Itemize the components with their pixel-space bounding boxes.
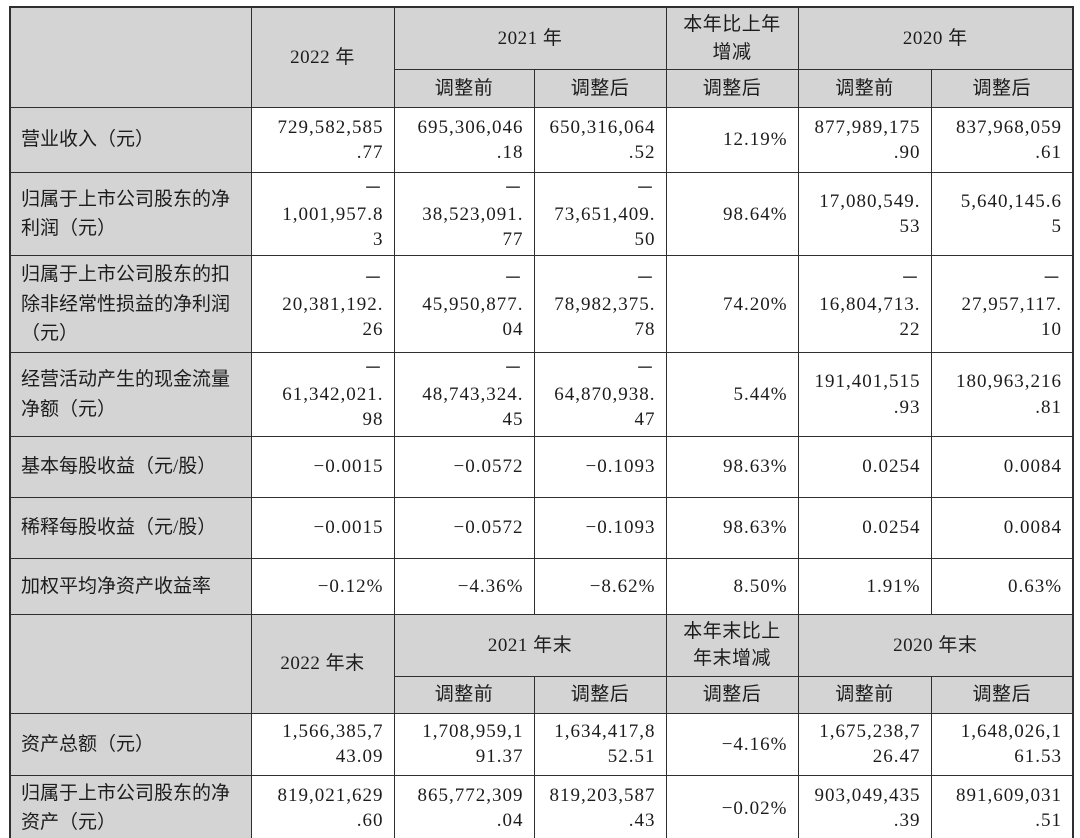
table-row-net-assets: 归属于上市公司股东的净 资产（元） 819,021,629 .60 865,77…	[9, 774, 1074, 838]
section2-header-row-2: 调整前 调整后 调整后 调整前 调整后	[10, 675, 1074, 714]
col-header-change: 本年比上年 增减	[665, 6, 799, 71]
cell-change: −4.16%	[665, 712, 799, 776]
cell-2021-pre: 865,772,309 .04	[393, 774, 535, 838]
financial-summary-table: 2022 年 2021 年 本年比上年 增减 2020 年 调整前 调整后 调整…	[9, 6, 1075, 838]
cell-2020-post: － 27,957,117. 10	[930, 255, 1074, 354]
table-row-revenue: 营业收入（元） 729,582,585 .77 695,306,046 .18 …	[9, 107, 1074, 174]
cell-2022: － 61,342,021. 98	[250, 352, 395, 437]
row-label: 归属于上市公司股东的净 资产（元）	[9, 774, 252, 838]
cell-change: 74.20%	[665, 255, 799, 354]
cell-2020-post: 0.0084	[930, 435, 1074, 498]
section1-header-row-2: 调整前 调整后 调整后 调整前 调整后	[10, 69, 1074, 109]
cell-2020-pre: 191,401,515 .93	[797, 352, 932, 437]
cell-change: 5.44%	[665, 352, 799, 437]
col-header-2021: 2021 年	[393, 6, 667, 71]
cell-2020-post: 891,609,031 .51	[930, 774, 1074, 838]
col-header-2022: 2022 年	[250, 6, 395, 109]
cell-2021-post: － 64,870,938. 47	[533, 352, 667, 437]
section2-header-row-1: 2022 年末 2021 年末 本年末比上 年末增减 2020 年末	[9, 613, 1074, 714]
cell-2021-post: 819,203,587 .43	[533, 774, 667, 838]
row-label: 经营活动产生的现金流量 净额（元）	[9, 352, 252, 437]
cell-2020-pre: 1,675,238,7 26.47	[797, 712, 932, 776]
subheader-2021-pre: 调整前	[393, 69, 535, 109]
cell-2020-pre: 0.0254	[797, 435, 932, 498]
row-label: 加权平均净资产收益率	[9, 557, 252, 615]
col-header-yearend-change: 本年末比上 年末增减	[665, 613, 799, 677]
cell-2020-post: 1,648,026,1 61.53	[930, 712, 1074, 776]
table-row-total-assets: 资产总额（元） 1,566,385,7 43.09 1,708,959,1 91…	[9, 712, 1074, 776]
row-label: 归属于上市公司股东的扣 除非经常性损益的净利润 （元）	[9, 255, 252, 354]
row-label: 营业收入（元）	[9, 107, 252, 174]
subheader-2021-pre: 调整前	[393, 675, 535, 714]
cell-2021-post: － 78,982,375. 78	[533, 255, 667, 354]
col-header-2022-end: 2022 年末	[250, 613, 395, 714]
cell-2020-pre: 17,080,549. 53	[797, 172, 932, 257]
cell-2021-pre: － 38,523,091. 77	[393, 172, 535, 257]
cell-2022: 729,582,585 .77	[250, 107, 395, 174]
cell-2022: 1,566,385,7 43.09	[250, 712, 395, 776]
cell-2020-pre: 903,049,435 .39	[797, 774, 932, 838]
col-header-2021-end: 2021 年末	[393, 613, 667, 677]
table-row-weighted-roe: 加权平均净资产收益率 −0.12% −4.36% −8.62% 8.50% 1.…	[9, 557, 1074, 615]
row-label: 资产总额（元）	[9, 712, 252, 776]
cell-2020-pre: 877,989,175 .90	[797, 107, 932, 174]
cell-2021-pre: −4.36%	[393, 557, 535, 615]
table-row-net-profit: 归属于上市公司股东的净 利润（元） － 1,001,957.8 3 － 38,5…	[9, 172, 1074, 257]
cell-2021-pre: － 45,950,877. 04	[393, 255, 535, 354]
cell-change: 98.64%	[665, 172, 799, 257]
cell-change: 12.19%	[665, 107, 799, 174]
cell-2020-post: 0.63%	[930, 557, 1074, 615]
cell-2021-pre: 1,708,959,1 91.37	[393, 712, 535, 776]
cell-2020-pre: 0.0254	[797, 496, 932, 559]
cell-2021-pre: −0.0572	[393, 435, 535, 498]
cell-2020-post: 180,963,216 .81	[930, 352, 1074, 437]
col-header-2020: 2020 年	[797, 6, 1074, 71]
cell-2021-post: － 73,651,409. 50	[533, 172, 667, 257]
cell-2022: 819,021,629 .60	[250, 774, 395, 838]
table-row-operating-cashflow: 经营活动产生的现金流量 净额（元） － 61,342,021. 98 － 48,…	[9, 352, 1074, 437]
cell-2021-pre: −0.0572	[393, 496, 535, 559]
corner-blank-cell	[9, 613, 252, 714]
subheader-change-post: 调整后	[665, 675, 799, 714]
cell-2021-post: −0.1093	[533, 496, 667, 559]
cell-2022: −0.12%	[250, 557, 395, 615]
subheader-2020-pre: 调整前	[797, 675, 932, 714]
row-label: 归属于上市公司股东的净 利润（元）	[9, 172, 252, 257]
table-row-basic-eps: 基本每股收益（元/股） −0.0015 −0.0572 −0.1093 98.6…	[9, 435, 1074, 498]
cell-2020-post: 0.0084	[930, 496, 1074, 559]
cell-change: 98.63%	[665, 435, 799, 498]
cell-2021-post: −0.1093	[533, 435, 667, 498]
cell-change: −0.02%	[665, 774, 799, 838]
subheader-2020-post: 调整后	[930, 675, 1074, 714]
subheader-2021-post: 调整后	[533, 675, 667, 714]
cell-2021-pre: 695,306,046 .18	[393, 107, 535, 174]
subheader-2020-post: 调整后	[930, 69, 1074, 109]
cell-2021-post: 650,316,064 .52	[533, 107, 667, 174]
section1-header-row-1: 2022 年 2021 年 本年比上年 增减 2020 年	[9, 6, 1074, 109]
cell-2021-post: −8.62%	[533, 557, 667, 615]
cell-2020-post: 5,640,145.6 5	[930, 172, 1074, 257]
table-row-diluted-eps: 稀释每股收益（元/股） −0.0015 −0.0572 −0.1093 98.6…	[9, 496, 1074, 559]
subheader-2020-pre: 调整前	[797, 69, 932, 109]
cell-2021-pre: － 48,743,324. 45	[393, 352, 535, 437]
cell-change: 98.63%	[665, 496, 799, 559]
row-label: 基本每股收益（元/股）	[9, 435, 252, 498]
row-label: 稀释每股收益（元/股）	[9, 496, 252, 559]
table-row-net-profit-deducted: 归属于上市公司股东的扣 除非经常性损益的净利润 （元） － 20,381,192…	[9, 255, 1074, 354]
subheader-2021-post: 调整后	[533, 69, 667, 109]
cell-2020-pre: 1.91%	[797, 557, 932, 615]
cell-2022: −0.0015	[250, 496, 395, 559]
cell-2022: － 1,001,957.8 3	[250, 172, 395, 257]
cell-2020-pre: － 16,804,713. 22	[797, 255, 932, 354]
subheader-change-post: 调整后	[665, 69, 799, 109]
col-header-2020-end: 2020 年末	[797, 613, 1074, 677]
cell-2020-post: 837,968,059 .61	[930, 107, 1074, 174]
cell-change: 8.50%	[665, 557, 799, 615]
cell-2022: −0.0015	[250, 435, 395, 498]
cell-2021-post: 1,634,417,8 52.51	[533, 712, 667, 776]
corner-blank-cell	[9, 6, 252, 109]
cell-2022: － 20,381,192. 26	[250, 255, 395, 354]
